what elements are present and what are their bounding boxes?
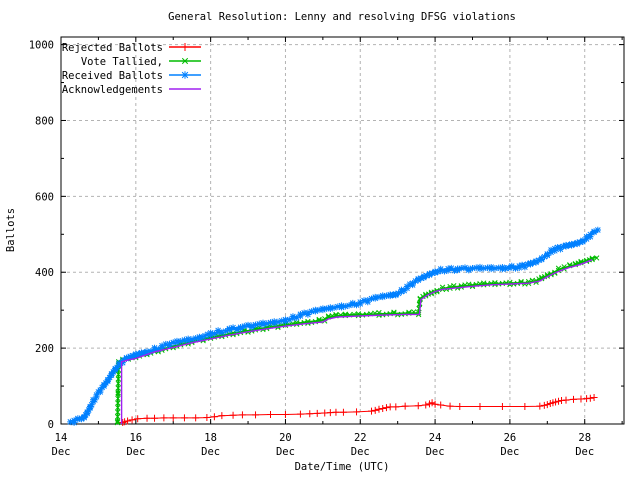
series-line-3 [120, 259, 593, 424]
svg-text:14: 14 [55, 432, 68, 444]
series-markers-2 [67, 226, 602, 426]
x-axis-label: Date/Time (UTC) [295, 461, 390, 473]
svg-text:Dec: Dec [201, 446, 220, 458]
legend-label-received-ballots: Received Ballots [62, 70, 163, 82]
tick-labels: 0 200 400 600 800 1000 14 Dec 16 Dec 18 Dec 20 Dec 22 D… [29, 40, 595, 458]
legend-sample-marker-2 [181, 71, 189, 79]
svg-text:Dec: Dec [351, 446, 370, 458]
plot-border [60, 36, 625, 425]
svg-text:Dec: Dec [52, 446, 71, 458]
svg-text:24: 24 [429, 432, 442, 444]
legend-sample-marker-1 [181, 57, 189, 65]
svg-text:Dec: Dec [276, 446, 295, 458]
svg-text:200: 200 [35, 343, 54, 355]
svg-text:0: 0 [48, 419, 54, 431]
svg-text:26: 26 [504, 432, 517, 444]
chart-title: General Resolution: Lenny and resolving … [168, 11, 516, 23]
gridlines [61, 37, 624, 424]
svg-text:Dec: Dec [126, 446, 145, 458]
svg-text:600: 600 [35, 191, 54, 203]
svg-text:400: 400 [35, 267, 54, 279]
svg-text:1000: 1000 [29, 40, 54, 52]
legend-label-acknowledgements: Acknowledgements [62, 84, 163, 96]
svg-text:28: 28 [578, 432, 591, 444]
legend-label-rejected-ballots: Rejected Ballots [62, 42, 163, 54]
series-markers-0 [119, 393, 598, 426]
svg-text:Dec: Dec [426, 446, 445, 458]
legend-label-vote-tallied: Vote Tallied, [81, 56, 163, 68]
svg-text:18: 18 [204, 432, 217, 444]
svg-text:800: 800 [35, 115, 54, 127]
svg-text:Dec: Dec [575, 446, 594, 458]
legend-sample-marker-0 [181, 43, 189, 51]
svg-text:20: 20 [279, 432, 292, 444]
svg-text:22: 22 [354, 432, 367, 444]
series-layer [67, 226, 602, 426]
y-axis-label: Ballots [5, 208, 17, 252]
svg-text:Dec: Dec [500, 446, 519, 458]
legend: Rejected Ballots Vote Tallied, Received … [62, 42, 201, 96]
svg-text:16: 16 [129, 432, 142, 444]
legend-samples [169, 43, 201, 90]
